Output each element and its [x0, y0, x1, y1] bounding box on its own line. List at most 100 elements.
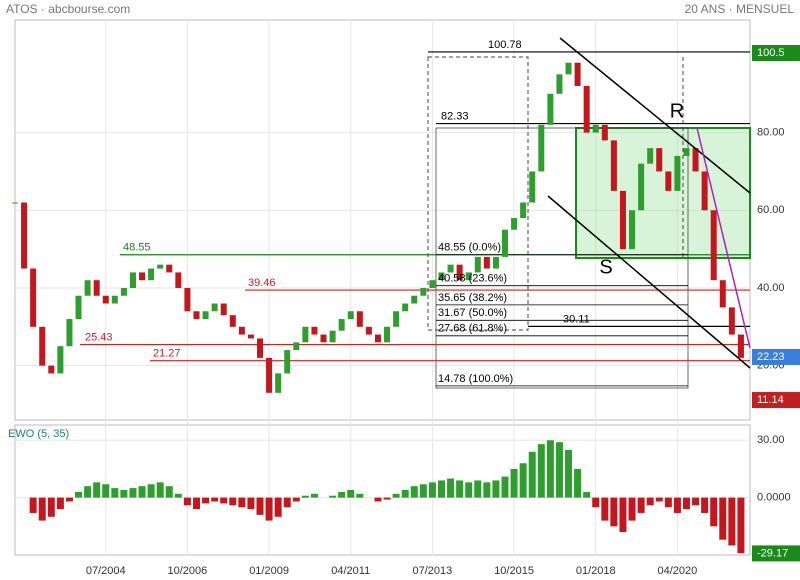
x-tick-label: 07/2004 [86, 565, 126, 577]
fib-label: 31.67 (50.0%) [438, 307, 507, 319]
candle [520, 202, 527, 219]
candle [48, 365, 55, 374]
candle [465, 272, 472, 281]
ewo-bar [619, 497, 627, 533]
candle [320, 334, 327, 343]
candle [220, 303, 227, 316]
candle [275, 373, 282, 393]
ewo-bar [701, 497, 709, 513]
ewo-bar [546, 440, 554, 498]
y-tick-label: 0.0000 [757, 492, 791, 504]
ewo-bar [347, 490, 355, 498]
ewo-bar [673, 497, 681, 513]
price-tag-label: -29.17 [757, 547, 788, 559]
ewo-bar [555, 442, 563, 498]
candle [257, 338, 263, 358]
candle [719, 280, 726, 308]
y-tick-label: 40.00 [757, 282, 785, 294]
candle [710, 210, 717, 281]
candle [683, 148, 690, 156]
ewo-bar [138, 486, 146, 498]
candle [66, 319, 73, 347]
candle [329, 330, 336, 343]
candle [619, 190, 626, 250]
candle [384, 326, 391, 343]
ewo-bar [165, 486, 173, 498]
candle [728, 307, 735, 335]
ewo-bar [483, 482, 491, 498]
ewo-bar [664, 497, 672, 508]
range-box [575, 127, 751, 259]
candle [474, 256, 481, 273]
ewo-bar [356, 493, 364, 498]
candle [502, 229, 508, 257]
candle [674, 155, 681, 191]
level-label: 21.27 [153, 348, 181, 360]
candle [438, 272, 445, 281]
candle [656, 148, 663, 172]
price-tag [752, 545, 800, 562]
candle [39, 326, 46, 366]
ewo-bar [192, 497, 200, 510]
ewo-bar [456, 480, 464, 498]
ewo-bar [565, 449, 573, 498]
ewo-bar [419, 484, 427, 498]
candle [393, 311, 400, 327]
candle [556, 74, 563, 94]
ewo-bar [183, 497, 191, 506]
ewo-bar [338, 491, 346, 498]
level-label: 30.11 [563, 313, 590, 325]
fib-label: 40.58 (23.6%) [438, 273, 507, 285]
level-label: 100.78 [488, 39, 522, 51]
fib-label: 35.65 (38.2%) [438, 292, 507, 304]
ewo-panel [14, 424, 751, 556]
ewo-bar [501, 476, 509, 498]
ewo-bar [474, 480, 482, 498]
candle [84, 280, 91, 296]
ewo-bar [583, 491, 591, 498]
ewo-bar [519, 463, 527, 498]
price-tag [752, 392, 800, 409]
ewo-title: EWO (5, 35) [8, 428, 69, 440]
candle [347, 311, 354, 320]
y-tick-label: 30.00 [757, 434, 785, 446]
candle [184, 287, 191, 312]
ewo-bar [120, 490, 128, 498]
ewo-bar [93, 482, 101, 498]
ewo-bar [29, 497, 37, 513]
ewo-bar [301, 495, 309, 498]
period: 20 ANS · MENSUEL [685, 2, 795, 16]
ewo-bar [310, 493, 318, 498]
candle [447, 264, 454, 273]
ewo-bar [211, 497, 219, 502]
ewo-bar [646, 497, 654, 506]
ewo-bar [84, 486, 92, 498]
candle [157, 264, 164, 269]
candle [311, 326, 318, 335]
ewo-bar [38, 497, 46, 521]
candle [737, 334, 744, 358]
ewo-bar [65, 497, 73, 502]
x-tick-label: 10/2015 [494, 565, 534, 577]
candle [57, 346, 64, 374]
candle [93, 280, 100, 296]
ewo-bar [601, 497, 609, 521]
ewo-bar [156, 482, 164, 498]
candle [338, 319, 345, 331]
x-tick-label: 01/2009 [249, 565, 289, 577]
x-tick-label: 10/2006 [168, 565, 208, 577]
ewo-bar [710, 497, 718, 527]
fib-box [435, 127, 689, 389]
trend-line [547, 195, 751, 369]
candle [365, 326, 372, 335]
ewo-bar [401, 490, 409, 498]
candle [30, 268, 37, 327]
candle [175, 272, 182, 288]
trend-line [696, 127, 751, 349]
ewo-bar [283, 497, 291, 508]
ewo-bar [437, 480, 445, 498]
ewo-bar [719, 497, 727, 540]
ewo-bar [737, 497, 745, 554]
candle [665, 171, 672, 191]
ewo-bar [229, 497, 237, 506]
